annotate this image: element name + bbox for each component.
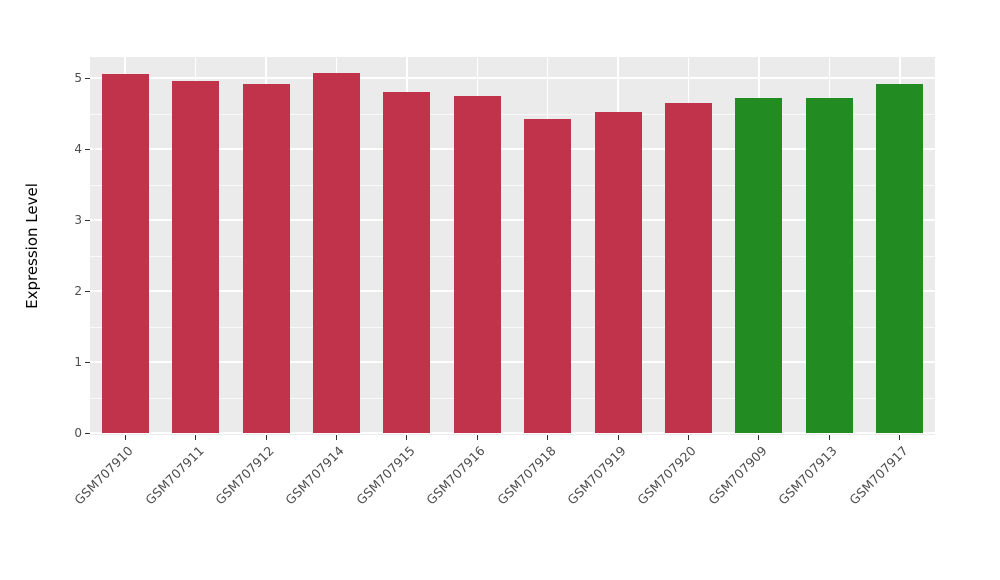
x-tick-mark — [195, 435, 197, 440]
x-tick-mark — [476, 435, 478, 440]
bar — [312, 73, 360, 433]
x-tick-mark — [124, 435, 126, 440]
bar — [876, 83, 924, 433]
y-axis-title: Expression Level — [23, 183, 41, 309]
x-tick-label: GSM707912 — [212, 443, 277, 508]
y-tick-mark — [85, 219, 90, 221]
x-tick-label: GSM707920 — [634, 443, 700, 508]
x-tick-mark — [617, 435, 619, 440]
bar — [665, 102, 713, 433]
x-tick-mark — [547, 435, 549, 440]
x-tick-label: GSM707917 — [845, 443, 911, 508]
major-gridline — [90, 77, 935, 79]
bar — [101, 73, 149, 433]
bar — [805, 97, 853, 433]
y-tick-mark — [85, 432, 90, 434]
bar — [242, 83, 290, 433]
x-tick-mark — [758, 435, 760, 440]
y-tick-label: 4 — [74, 142, 82, 156]
x-tick-mark — [335, 435, 337, 440]
major-gridline — [90, 148, 935, 150]
x-tick-mark — [828, 435, 830, 440]
x-tick-mark — [899, 435, 901, 440]
x-tick-label: GSM707915 — [353, 443, 418, 508]
bar — [172, 80, 220, 433]
y-tick-mark — [85, 361, 90, 363]
x-tick-label: GSM707919 — [564, 443, 629, 508]
bar — [453, 95, 501, 433]
x-tick-label: GSM707916 — [423, 443, 488, 508]
y-tick-mark — [85, 290, 90, 292]
minor-gridline — [90, 184, 935, 186]
x-tick-mark — [265, 435, 267, 440]
x-tick-label: GSM707918 — [493, 443, 559, 508]
minor-gridline — [90, 326, 935, 328]
minor-gridline — [90, 397, 935, 399]
y-tick-label: 1 — [74, 355, 82, 369]
y-tick-label: 0 — [74, 426, 82, 440]
major-gridline — [90, 432, 935, 434]
bar — [594, 112, 642, 433]
major-gridline — [90, 290, 935, 292]
y-tick-label: 2 — [74, 284, 82, 298]
x-tick-mark — [688, 435, 690, 440]
y-tick-mark — [85, 77, 90, 79]
x-tick-label: GSM707911 — [141, 443, 207, 508]
y-tick-mark — [85, 148, 90, 150]
x-tick-mark — [406, 435, 408, 440]
minor-gridline — [90, 255, 935, 257]
x-tick-label: GSM707910 — [71, 443, 136, 508]
x-tick-label: GSM707909 — [705, 443, 770, 508]
bar — [383, 92, 431, 433]
x-tick-label: GSM707914 — [282, 443, 348, 508]
major-gridline — [90, 219, 935, 221]
major-gridline — [90, 361, 935, 363]
y-tick-label: 3 — [74, 213, 82, 227]
bar — [524, 119, 572, 433]
minor-gridline — [90, 113, 935, 115]
bar — [735, 97, 783, 433]
y-tick-label: 5 — [74, 71, 82, 85]
plot-panel — [90, 57, 935, 435]
x-tick-label: GSM707913 — [775, 443, 840, 508]
